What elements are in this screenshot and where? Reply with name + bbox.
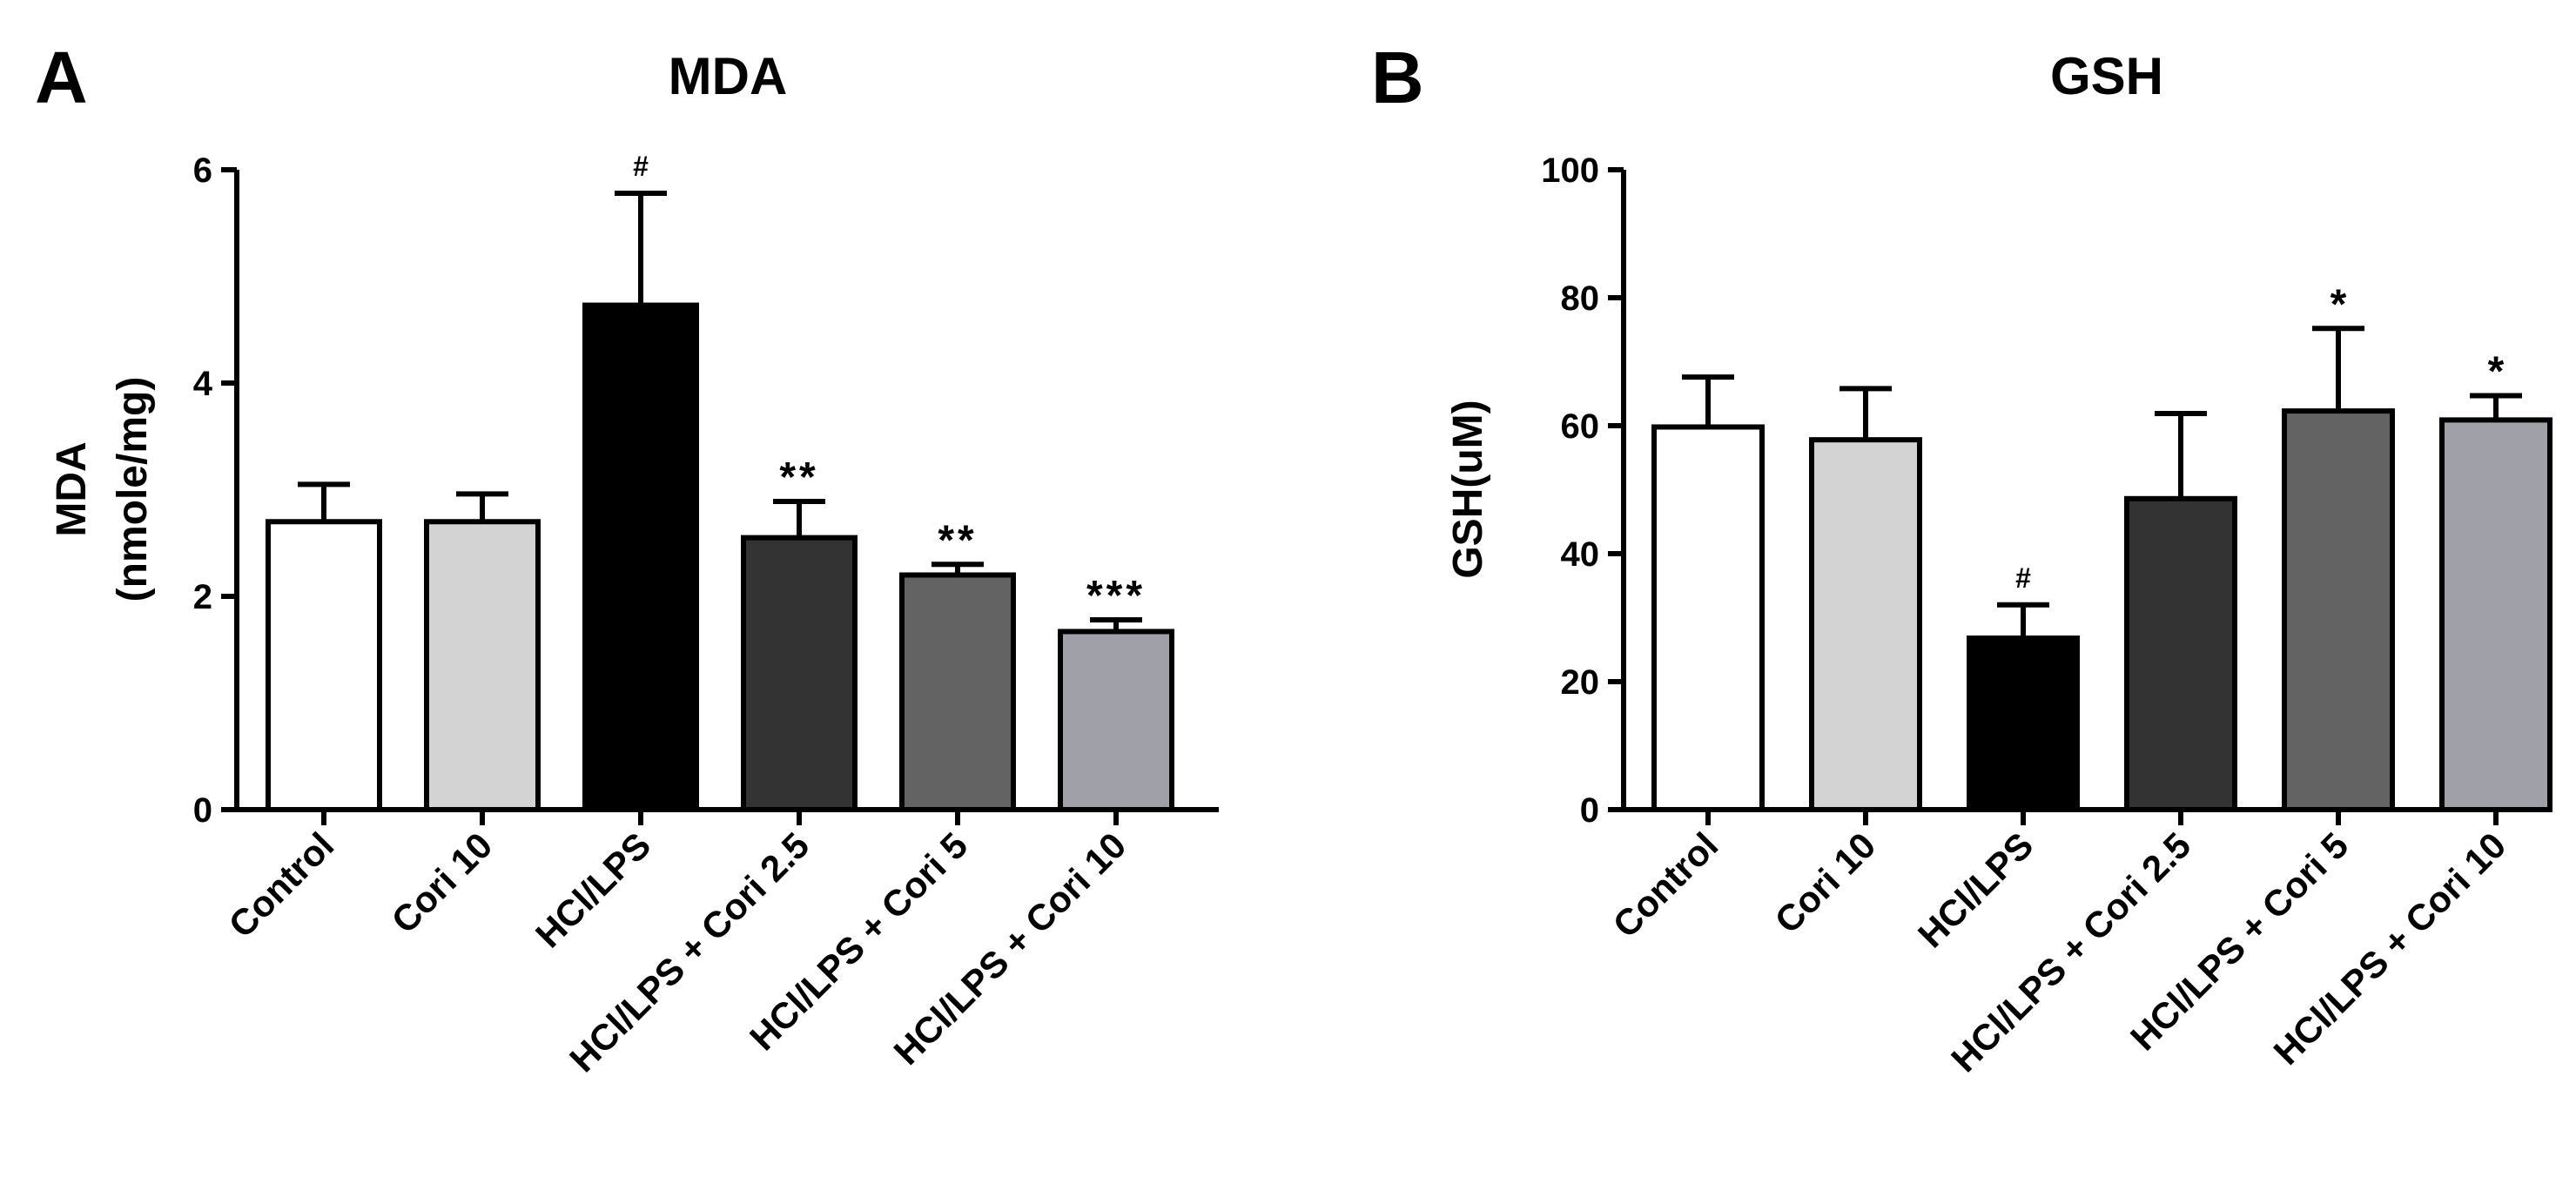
x-tick-label: HCl/LPS: [1910, 824, 2041, 955]
y-tick-label: 0: [1580, 791, 1599, 830]
bar: [424, 519, 541, 812]
x-tick-label: Control: [221, 824, 342, 945]
y-tick-label: 2: [193, 578, 212, 616]
y-axis-title: GSH(uM): [1445, 400, 1491, 578]
chart-title: GSH: [2050, 47, 2163, 105]
bar: [2124, 495, 2237, 812]
y-tick-label: 4: [193, 365, 213, 403]
y-tick-label: 20: [1561, 663, 1600, 702]
y-tick-label: 0: [193, 791, 212, 830]
significance-marker: ***: [1086, 573, 1146, 619]
bar: [1809, 437, 1922, 812]
y-tick-label: 40: [1561, 535, 1600, 574]
bar: [1967, 636, 2080, 813]
bar: [266, 519, 382, 812]
bar: [1058, 629, 1174, 812]
x-tick-label: Cori 10: [1766, 824, 1883, 941]
y-tick-label: 80: [1561, 279, 1600, 318]
bar: [741, 535, 858, 812]
y-tick-label: 100: [1541, 151, 1599, 190]
panel-label: B: [1371, 37, 1424, 118]
significance-marker: **: [938, 517, 977, 563]
chart-title: MDA: [669, 47, 788, 105]
bar: [582, 302, 699, 812]
x-tick-label: HCl/LPS: [528, 824, 658, 955]
bar: [899, 572, 1016, 812]
significance-marker: *: [2488, 348, 2505, 394]
significance-marker: **: [779, 454, 818, 501]
significance-marker: #: [633, 151, 649, 182]
y-axis-title: MDA: [49, 441, 95, 536]
x-tick-label: Control: [1605, 824, 1726, 945]
significance-marker: *: [2331, 281, 2347, 327]
x-tick-label: Cori 10: [383, 824, 500, 941]
y-axis-title: (nmole/mg): [110, 377, 156, 602]
panel-b-gsh: B GSH GSH(uM) 0 20 40 60 80 100 Control Cori 10 # HC…: [1371, 37, 2552, 1080]
y-tick-label: 60: [1561, 407, 1600, 446]
significance-marker: #: [2015, 562, 2031, 594]
panel-label: A: [35, 37, 88, 118]
bar: [2439, 417, 2552, 812]
bar: [1651, 424, 1765, 812]
panel-a-mda: A MDA MDA (nmole/mg) 0 2 4 6 Control Cori 10 # HCl/…: [35, 37, 1219, 1080]
y-tick-label: 6: [193, 151, 212, 190]
bar: [2282, 408, 2395, 812]
